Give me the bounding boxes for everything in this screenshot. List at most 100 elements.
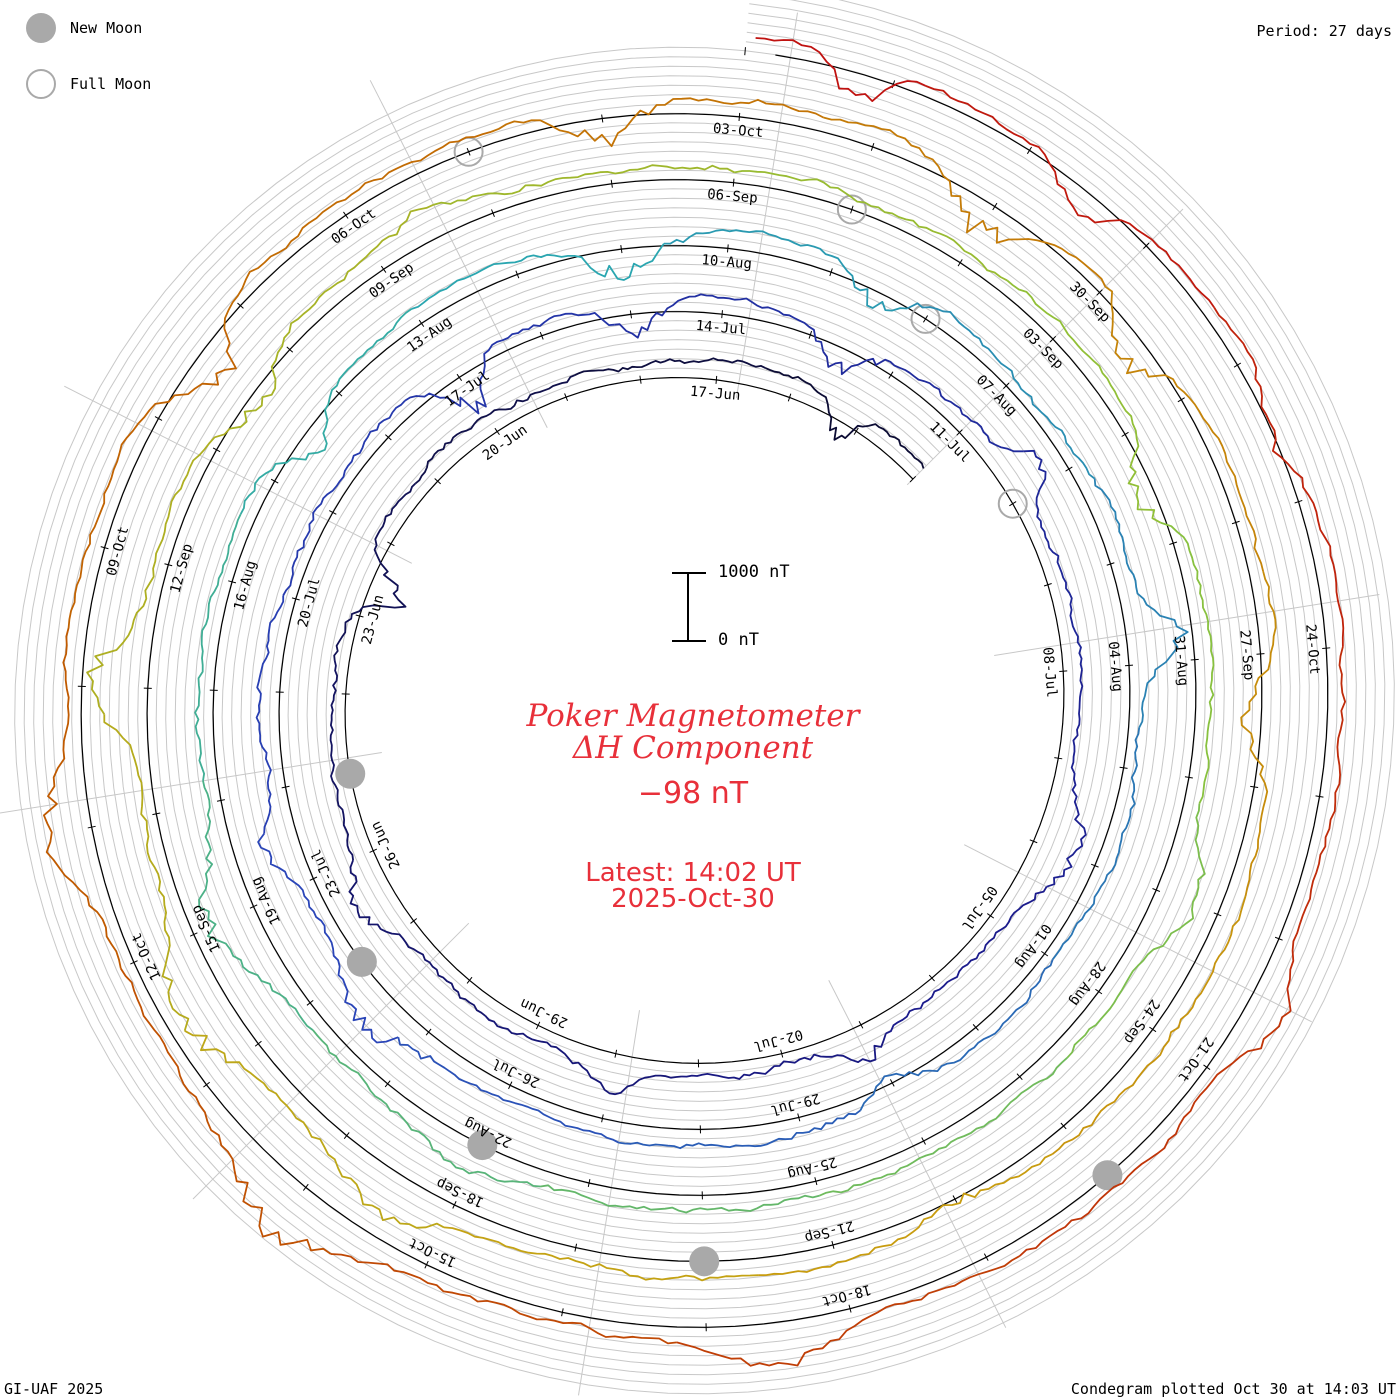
date-label: 14-Jul <box>695 318 747 338</box>
day-tick <box>721 310 723 319</box>
legend-full-moon-label: Full Moon <box>70 75 152 93</box>
trace-segment <box>229 203 434 430</box>
date-label: 01-Aug <box>1012 920 1054 971</box>
day-tick <box>928 974 935 982</box>
date-label: 27-Sep <box>1236 629 1256 681</box>
trace-segment <box>103 714 190 1032</box>
day-tick <box>727 244 729 253</box>
day-tick <box>956 429 963 436</box>
day-tick <box>732 178 735 187</box>
day-tick <box>434 478 441 485</box>
trace-segment <box>1006 279 1161 524</box>
trace-segment <box>1046 669 1087 888</box>
day-tick <box>986 913 995 919</box>
trace-segment <box>223 131 492 329</box>
day-tick <box>574 1243 578 1252</box>
day-tick <box>291 597 300 601</box>
scale-bar <box>672 572 706 642</box>
date-label: 13-Aug <box>404 314 455 356</box>
new-moon-marker <box>689 1246 720 1277</box>
trace-segment <box>329 660 354 861</box>
full-moon-marker <box>836 194 867 225</box>
day-tick <box>466 147 471 156</box>
day-tick <box>601 1114 604 1123</box>
date-label: 29-Jun <box>518 995 571 1031</box>
day-tick <box>1003 382 1010 389</box>
day-tick <box>1119 766 1128 769</box>
trace-segment <box>755 37 926 102</box>
day-tick <box>952 1195 958 1203</box>
day-tick <box>909 475 917 483</box>
day-tick <box>237 302 244 309</box>
date-label: 04-Aug <box>1105 641 1125 693</box>
day-tick <box>1060 1122 1067 1130</box>
day-tick <box>309 876 318 881</box>
day-tick <box>1041 950 1049 957</box>
day-tick <box>380 265 387 273</box>
trace-segment <box>348 859 486 1017</box>
day-tick <box>1322 647 1331 650</box>
trace-segment <box>239 308 412 515</box>
trace-segment <box>282 399 406 596</box>
day-tick <box>814 1177 818 1186</box>
day-tick <box>249 904 258 909</box>
day-tick <box>1059 670 1068 673</box>
day-tick <box>539 331 544 340</box>
current-value: −98 nT <box>637 776 749 811</box>
day-tick <box>620 245 623 254</box>
trace-segment <box>765 367 925 469</box>
chart-title-line1: Poker Magnetometer <box>526 698 860 734</box>
grid-ring <box>42 12 1367 1366</box>
day-tick <box>1016 1073 1023 1081</box>
date-label: 12-Oct <box>129 930 165 983</box>
day-tick <box>355 614 364 618</box>
new-moon-marker <box>346 946 377 977</box>
day-tick <box>508 1081 513 1090</box>
radial-gridline <box>578 1010 640 1396</box>
date-label: 06-Sep <box>707 186 759 206</box>
day-tick <box>614 1049 618 1058</box>
day-tick <box>1152 888 1161 892</box>
day-tick <box>561 1308 564 1317</box>
day-tick <box>1009 501 1017 507</box>
new-moon-marker <box>335 758 366 789</box>
day-tick <box>1315 795 1324 798</box>
date-label: 17-Jun <box>689 384 741 404</box>
grid-ring <box>33 3 1376 1376</box>
trace-segment <box>43 627 122 969</box>
day-tick <box>425 1028 432 1036</box>
trace-segment <box>1240 570 1277 897</box>
day-tick <box>587 1178 591 1188</box>
day-tick <box>306 999 314 1006</box>
trace-segment <box>411 243 665 310</box>
trace-segment <box>574 357 766 377</box>
radial-gridline <box>64 385 413 564</box>
trace-segment <box>906 302 1096 480</box>
trace-segment <box>614 293 825 352</box>
day-tick <box>858 1021 864 1029</box>
date-label: 20-Jul <box>295 576 324 629</box>
radial-gridline <box>0 752 382 814</box>
day-tick <box>1096 289 1103 296</box>
date-label: 10-Aug <box>701 252 753 272</box>
day-tick <box>1250 785 1259 789</box>
period-label: Period: 27 days <box>1256 22 1392 40</box>
date-label: 26-Jul <box>490 1055 543 1091</box>
day-tick <box>1121 431 1129 437</box>
day-tick <box>466 976 473 984</box>
date-label: 28-Aug <box>1066 958 1108 1009</box>
date-label: 31-Aug <box>1171 635 1191 687</box>
new-moon-icon <box>26 13 56 43</box>
day-tick <box>870 142 875 151</box>
day-tick <box>738 112 741 121</box>
day-tick <box>1294 499 1303 504</box>
day-tick <box>302 1183 309 1191</box>
day-tick <box>87 825 96 829</box>
day-tick <box>983 1253 989 1261</box>
date-label: 18-Sep <box>434 1174 487 1210</box>
trace-segment <box>333 482 417 661</box>
day-tick <box>286 346 294 353</box>
day-tick <box>1029 839 1038 844</box>
